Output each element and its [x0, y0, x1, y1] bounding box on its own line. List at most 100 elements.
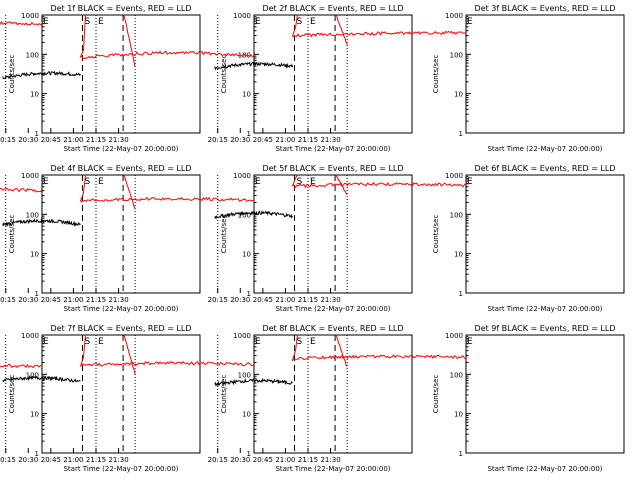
series-lld-line — [291, 334, 467, 362]
panel-title: Det 7f BLACK = Events, RED = LLD — [50, 324, 191, 333]
marker-s: S — [296, 337, 302, 347]
x-axis-label: Start Time (22-May-07 20:00:00) — [63, 465, 178, 473]
x-axis-label: Start Time (22-May-07 20:00:00) — [487, 145, 602, 153]
panel-det-7: Det 7f BLACK = Events, RED = LLD Counts/s… — [0, 324, 201, 473]
panel-det-1: Det 1f BLACK = Events, RED = LLD Counts/s… — [0, 4, 201, 153]
y-tick-label: 100 — [238, 371, 251, 379]
x-tick-label: 21:15 — [86, 136, 106, 144]
panel-title: Det 9f BLACK = Events, RED = LLD — [474, 324, 615, 333]
series-events-line — [214, 209, 293, 220]
y-tick-label: 10 — [454, 251, 463, 259]
y-tick-label: 10 — [242, 251, 251, 259]
y-tick-label: 1000 — [21, 172, 39, 180]
panel-title: Det 5f BLACK = Events, RED = LLD — [262, 164, 403, 173]
marker-e: E — [98, 17, 104, 27]
y-tick-label: 10 — [30, 411, 39, 419]
plot-frame — [253, 174, 413, 294]
marker-s: S — [296, 17, 302, 27]
plot-frame — [465, 174, 625, 294]
x-tick-label: 20:15 — [0, 456, 16, 464]
x-tick-label: 20:30 — [230, 136, 250, 144]
series-lld-line — [292, 174, 467, 189]
y-tick-label: 1 — [247, 290, 251, 298]
marker-e: E — [310, 337, 316, 347]
panel-title: Det 3f BLACK = Events, RED = LLD — [474, 4, 615, 13]
panel-title: Det 8f BLACK = Events, RED = LLD — [262, 324, 403, 333]
y-tick-label: 1000 — [445, 12, 463, 20]
marker-e-left: E — [43, 17, 49, 27]
panel-det-5: Det 5f BLACK = Events, RED = LLD Counts/s… — [0, 164, 413, 313]
panel-title: Det 2f BLACK = Events, RED = LLD — [262, 4, 403, 13]
x-tick-label: 21:00 — [63, 296, 83, 304]
panel-det-3: Det 3f BLACK = Events, RED = LLD Counts/s… — [208, 4, 625, 153]
y-tick-label: 10 — [30, 251, 39, 259]
plot-frame — [253, 14, 413, 134]
marker-s: S — [84, 337, 90, 347]
plot-frame — [41, 174, 201, 294]
y-axis-label: Counts/sec — [432, 375, 440, 414]
series-events-line — [214, 61, 293, 71]
x-axis-label: Start Time (22-May-07 20:00:00) — [63, 145, 178, 153]
y-tick-label: 1000 — [233, 172, 251, 180]
y-tick-label: 100 — [450, 51, 463, 59]
y-axis-label: Counts/sec — [8, 215, 16, 254]
marker-e-left: E — [255, 337, 261, 347]
marker-s: S — [84, 17, 90, 27]
marker-s: S — [84, 177, 90, 187]
y-axis-label: Counts/sec — [220, 375, 228, 414]
x-tick-label: 20:30 — [18, 456, 38, 464]
y-tick-label: 1000 — [233, 12, 251, 20]
x-axis-label: Start Time (22-May-07 20:00:00) — [63, 305, 178, 313]
series-lld-line — [291, 14, 467, 38]
y-axis-label: Counts/sec — [432, 215, 440, 254]
x-tick-label: 21:30 — [108, 136, 128, 144]
plot-frame — [465, 14, 625, 134]
panel-det-4: Det 4f BLACK = Events, RED = LLD Counts/s… — [0, 164, 201, 313]
marker-e: E — [310, 17, 316, 27]
panel-det-6: Det 6f BLACK = Events, RED = LLD Counts/s… — [208, 164, 625, 313]
y-tick-label: 1000 — [21, 332, 39, 340]
marker-e-left: E — [255, 177, 261, 187]
x-tick-label: 21:15 — [86, 296, 106, 304]
marker-e-left: E — [467, 17, 473, 27]
x-tick-label: 20:15 — [0, 296, 16, 304]
y-tick-label: 1000 — [445, 332, 463, 340]
series-lld-line — [79, 174, 255, 203]
y-tick-label: 100 — [238, 51, 251, 59]
series-lld-recovery-line — [123, 174, 136, 210]
y-tick-label: 10 — [242, 91, 251, 99]
y-tick-label: 1 — [459, 290, 463, 298]
x-tick-label: 20:30 — [18, 136, 38, 144]
x-tick-label: 21:15 — [86, 456, 106, 464]
plot-frame — [41, 14, 201, 134]
x-tick-label: 21:30 — [320, 456, 340, 464]
panel-title: Det 6f BLACK = Events, RED = LLD — [474, 164, 615, 173]
y-tick-label: 1 — [35, 450, 39, 458]
y-tick-label: 100 — [26, 211, 39, 219]
y-tick-label: 10 — [30, 91, 39, 99]
marker-e-left: E — [467, 177, 473, 187]
y-tick-label: 100 — [26, 371, 39, 379]
y-tick-label: 100 — [450, 211, 463, 219]
y-tick-label: 100 — [450, 371, 463, 379]
x-axis-label: Start Time (22-May-07 20:00:00) — [487, 305, 602, 313]
x-tick-label: 21:00 — [275, 136, 295, 144]
x-tick-label: 21:00 — [63, 136, 83, 144]
x-tick-label: 20:45 — [253, 296, 273, 304]
marker-s: S — [296, 177, 302, 187]
marker-e-left: E — [43, 337, 49, 347]
y-tick-label: 1000 — [445, 172, 463, 180]
y-tick-label: 1 — [35, 130, 39, 138]
y-tick-label: 1 — [247, 130, 251, 138]
y-tick-label: 1000 — [21, 12, 39, 20]
y-tick-label: 10 — [454, 411, 463, 419]
panel-title: Det 4f BLACK = Events, RED = LLD — [50, 164, 191, 173]
y-axis-label: Counts/sec — [432, 55, 440, 94]
x-tick-label: 20:45 — [253, 136, 273, 144]
x-tick-label: 20:15 — [208, 296, 228, 304]
x-tick-label: 21:00 — [275, 296, 295, 304]
x-tick-label: 20:45 — [41, 456, 61, 464]
y-tick-label: 10 — [454, 91, 463, 99]
y-tick-label: 100 — [238, 211, 251, 219]
